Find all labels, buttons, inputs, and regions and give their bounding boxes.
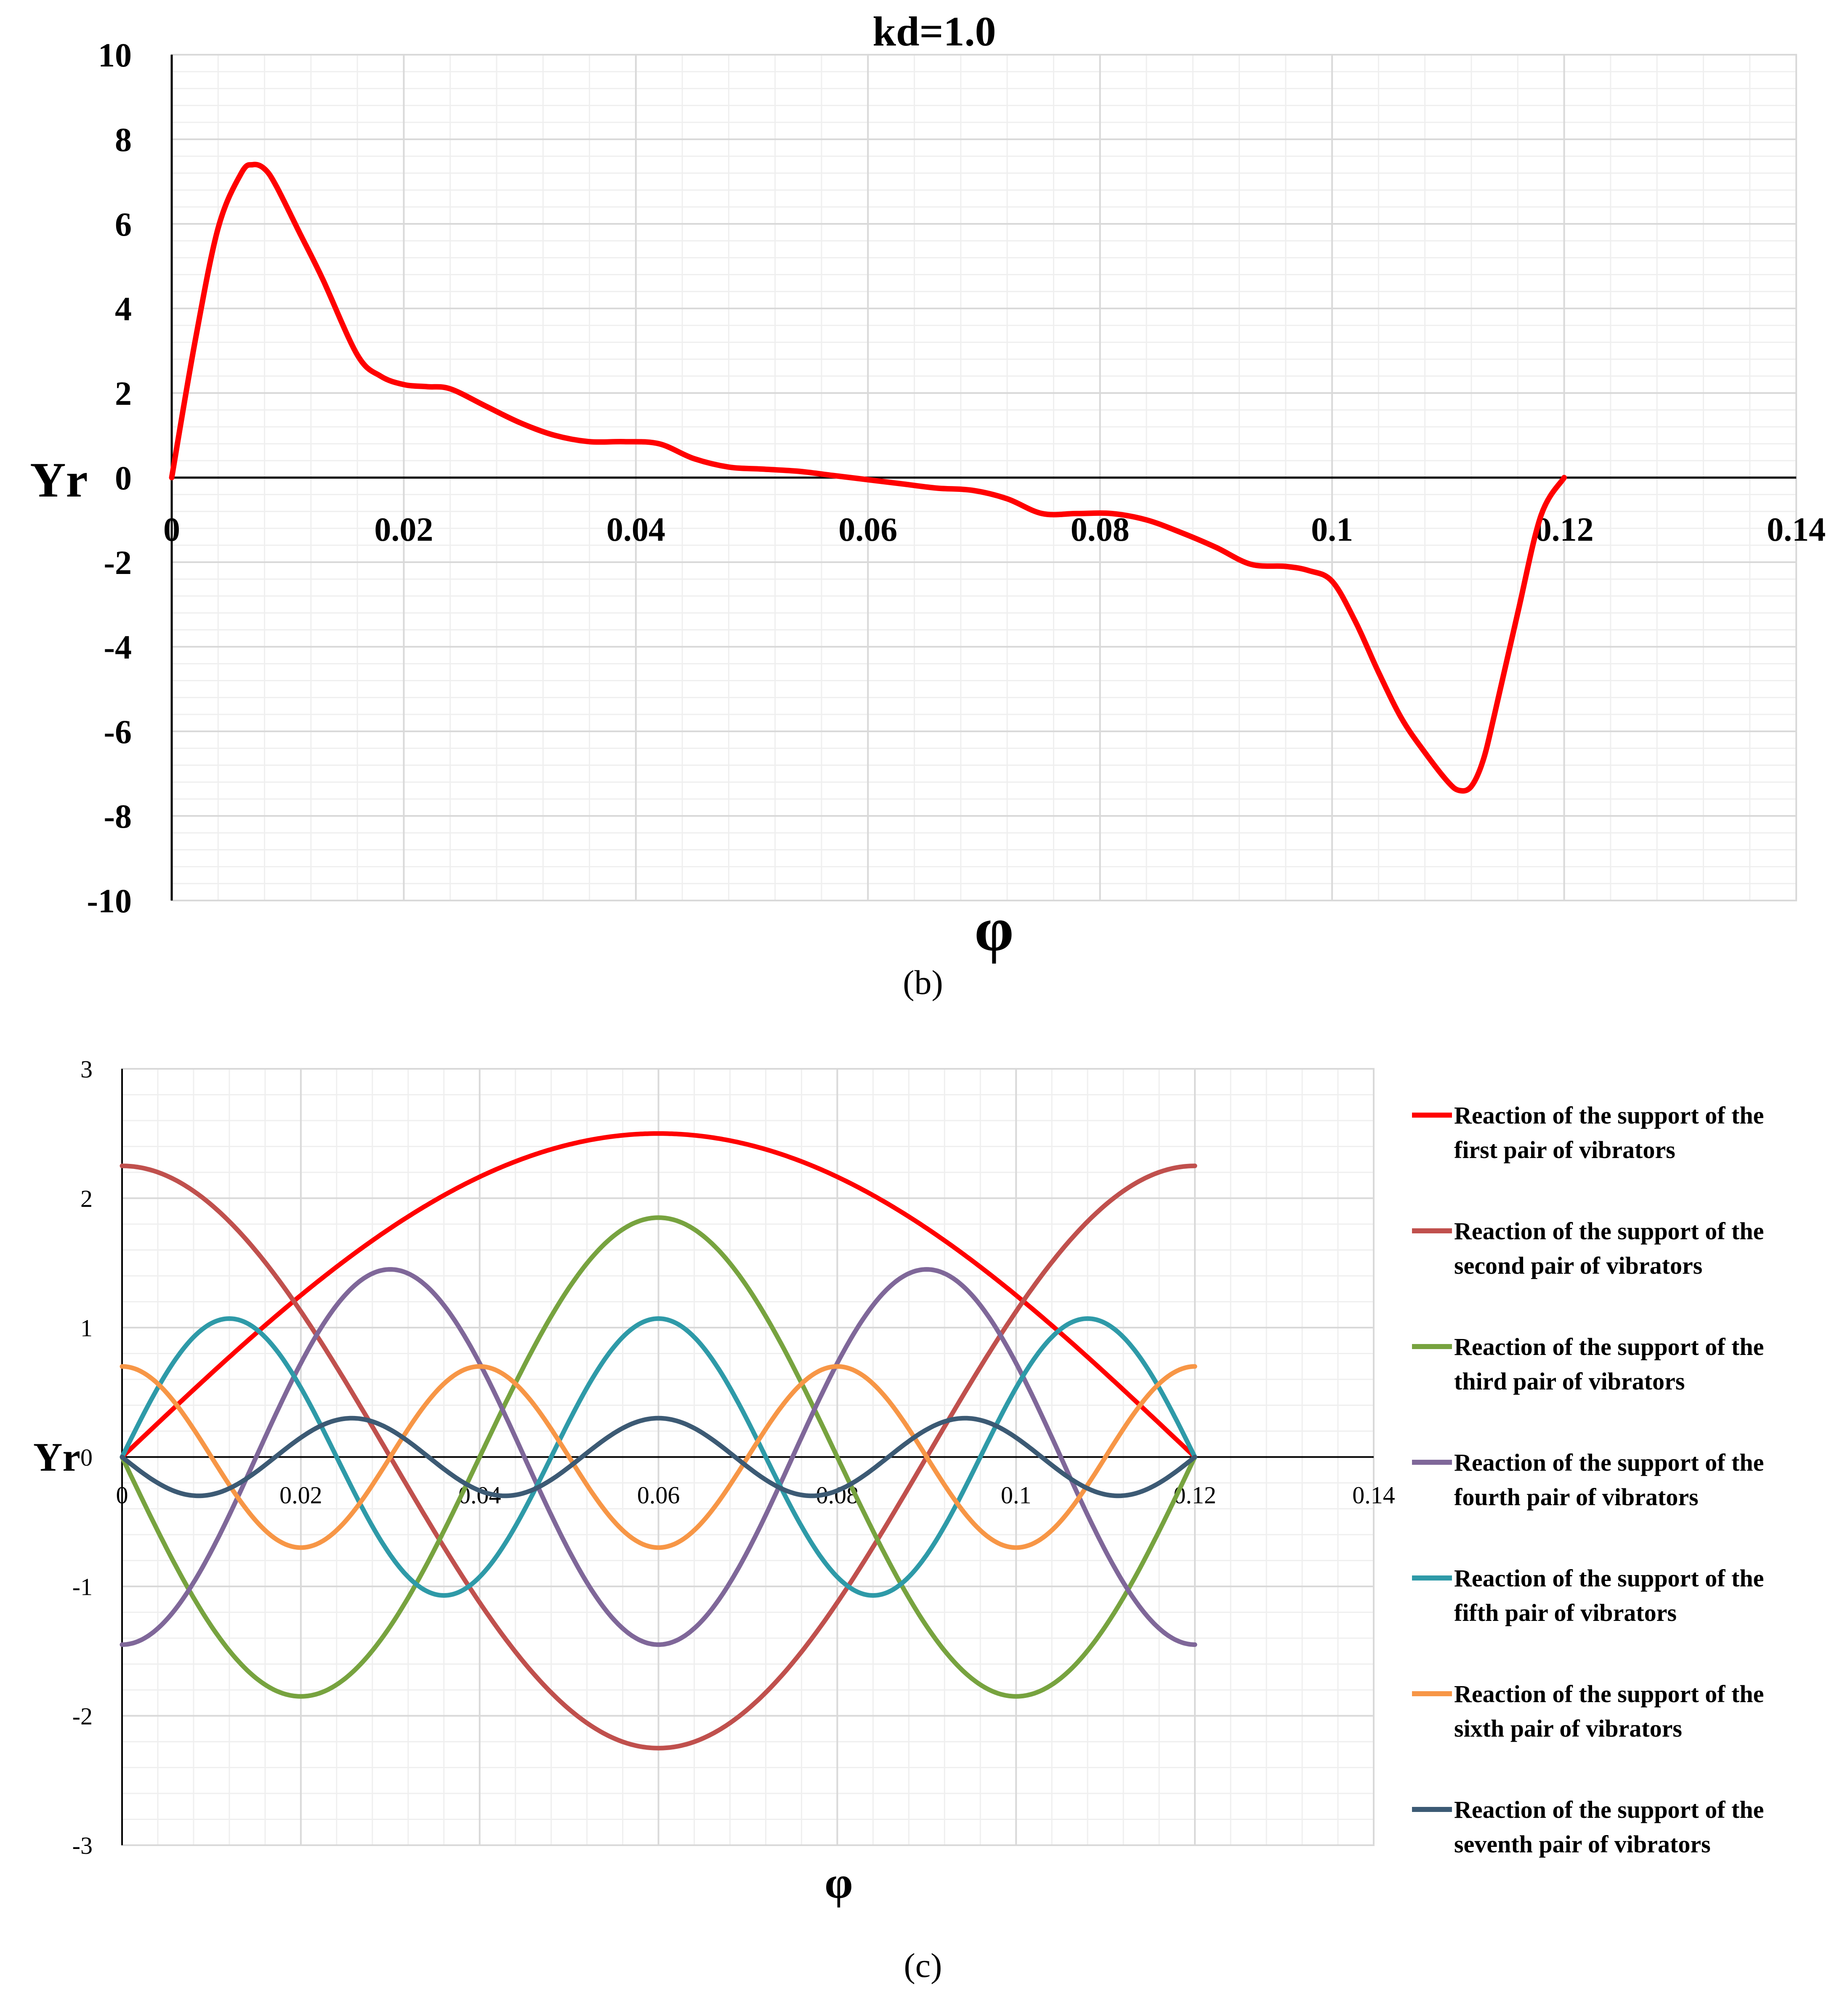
- y-tick-label: -6: [104, 714, 132, 751]
- y-tick-label: 2: [115, 375, 132, 412]
- y-tick-label: 3: [80, 1055, 93, 1083]
- legend-label: Reaction of the support of the: [1454, 1333, 1764, 1360]
- x-tick-labels-b: 0 0.02 0.04 0.06 0.08 0.1 0.12 0.14: [163, 511, 1826, 548]
- legend-label: Reaction of the support of the: [1454, 1796, 1764, 1823]
- panel-label-b: (b): [903, 963, 943, 1001]
- y-tick-label: -2: [104, 545, 132, 582]
- x-tick-label: 0.02: [279, 1482, 322, 1509]
- y-tick-label: 1: [80, 1314, 93, 1342]
- x-tick-label: 0.02: [374, 511, 433, 548]
- x-tick-label: 0.1: [1311, 511, 1353, 548]
- x-tick-label: 0.04: [606, 511, 665, 548]
- x-tick-label: 0.06: [637, 1482, 680, 1509]
- legend-label: Reaction of the support of the: [1454, 1449, 1764, 1476]
- y-tick-label: -4: [104, 629, 132, 666]
- legend-label: third pair of vibrators: [1454, 1368, 1685, 1395]
- series-line-pair-1: [120, 1131, 1197, 1459]
- series-line-pair-5: [120, 1316, 1197, 1598]
- y-tick-label: -1: [72, 1573, 93, 1600]
- x-tick-label: 0.14: [1767, 511, 1826, 548]
- y-tick-label: -2: [72, 1703, 93, 1730]
- chart-title-b: kd=1.0: [872, 8, 996, 55]
- x-tick-label: 0.14: [1352, 1482, 1395, 1509]
- series-line-pair-3: [120, 1215, 1197, 1699]
- y-tick-label: -10: [87, 883, 132, 920]
- series-line-pair-2: [120, 1164, 1197, 1751]
- y-axis-label-b: Yr: [30, 452, 88, 507]
- series-group-b: [169, 162, 1567, 794]
- x-axis-label-b: φ: [974, 894, 1014, 964]
- legend-label: fourth pair of vibrators: [1454, 1483, 1699, 1511]
- y-tick-label: -3: [72, 1832, 93, 1859]
- y-tick-label: 10: [98, 37, 132, 74]
- legend-label: fifth pair of vibrators: [1454, 1599, 1677, 1626]
- x-tick-label: 0: [163, 511, 180, 548]
- legend-label: Reaction of the support of the: [1454, 1102, 1764, 1129]
- x-tick-label: 0.08: [1071, 511, 1130, 548]
- legend-c: Reaction of the support of the first pair…: [1412, 1102, 1764, 1858]
- legend-label: Reaction of the support of the: [1454, 1565, 1764, 1592]
- series-line-pair-6: [120, 1364, 1197, 1550]
- legend-label: second pair of vibrators: [1454, 1252, 1702, 1279]
- y-tick-label: 0: [115, 460, 132, 497]
- x-tick-label: 0.12: [1535, 511, 1594, 548]
- x-tick-label: 0.06: [838, 511, 897, 548]
- series-line-yr: [169, 162, 1567, 794]
- x-tick-label: 0: [116, 1482, 128, 1509]
- x-axis-label-c: φ: [824, 1858, 853, 1908]
- y-tick-label: -8: [104, 798, 132, 835]
- y-tick-label: 0: [80, 1444, 93, 1471]
- y-tick-label: 8: [115, 122, 132, 159]
- x-tick-label: 0.1: [1001, 1482, 1032, 1509]
- legend-label: seventh pair of vibrators: [1454, 1830, 1711, 1858]
- series-line-pair-4: [120, 1267, 1197, 1647]
- y-tick-labels-c: 3 2 1 0 -1 -2 -3: [72, 1055, 93, 1859]
- chart-panel-c: 0 0.02 0.04 0.06 0.08 0.1 0.12 0.14 3210-1-2-3 …: [33, 1055, 1764, 1984]
- series-group-c: [120, 1131, 1197, 1751]
- legend-label: Reaction of the support of the: [1454, 1680, 1764, 1708]
- legend-label: sixth pair of vibrators: [1454, 1715, 1682, 1742]
- y-tick-labels-b: 10 8 6 4 2 0 -2 -4 -6 -8 -10: [87, 37, 132, 920]
- y-tick-label: 4: [115, 291, 132, 328]
- y-axis-label-c: Yr: [33, 1434, 80, 1480]
- legend-label: first pair of vibrators: [1454, 1136, 1675, 1164]
- y-tick-label: 2: [80, 1185, 93, 1212]
- series-line-pair-7: [120, 1416, 1197, 1498]
- panel-label-c: (c): [904, 1946, 942, 1984]
- chart-panel-b: 0 0.02 0.04 0.06 0.08 0.1 0.12 0.14 10 8 6 4 2 0 -2 -4…: [30, 8, 1826, 1001]
- y-tick-label: 6: [115, 206, 132, 243]
- legend-label: Reaction of the support of the: [1454, 1217, 1764, 1245]
